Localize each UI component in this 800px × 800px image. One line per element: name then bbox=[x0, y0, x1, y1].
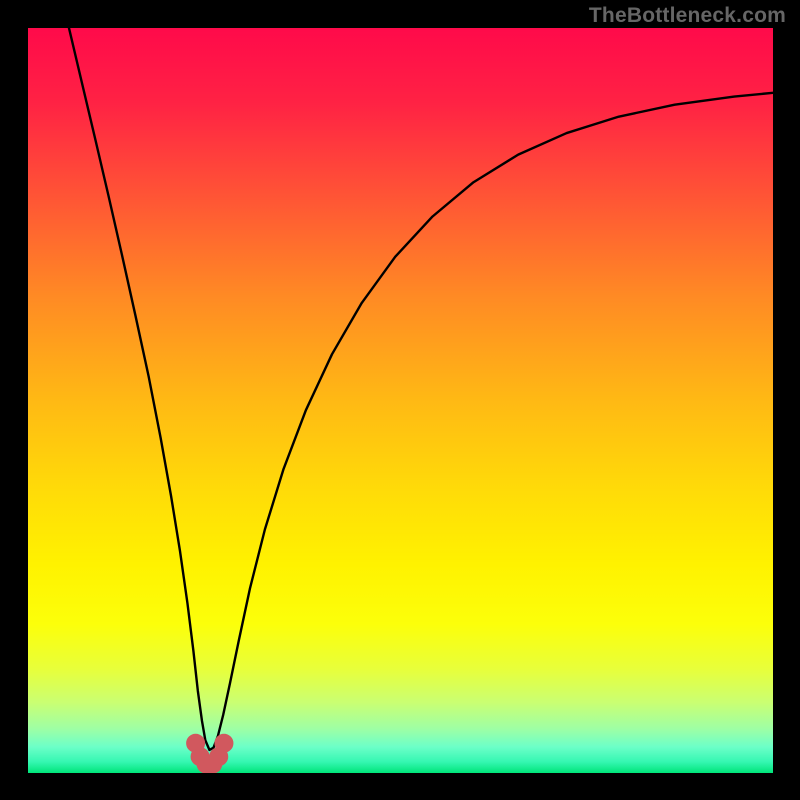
dip-marker bbox=[215, 734, 233, 752]
watermark-text: TheBottleneck.com bbox=[589, 4, 786, 28]
plot-area bbox=[28, 28, 773, 773]
curve-layer bbox=[28, 28, 773, 773]
plot-frame bbox=[28, 28, 773, 773]
chart-container: TheBottleneck.com bbox=[0, 0, 800, 800]
bottleneck-curve bbox=[69, 28, 773, 750]
